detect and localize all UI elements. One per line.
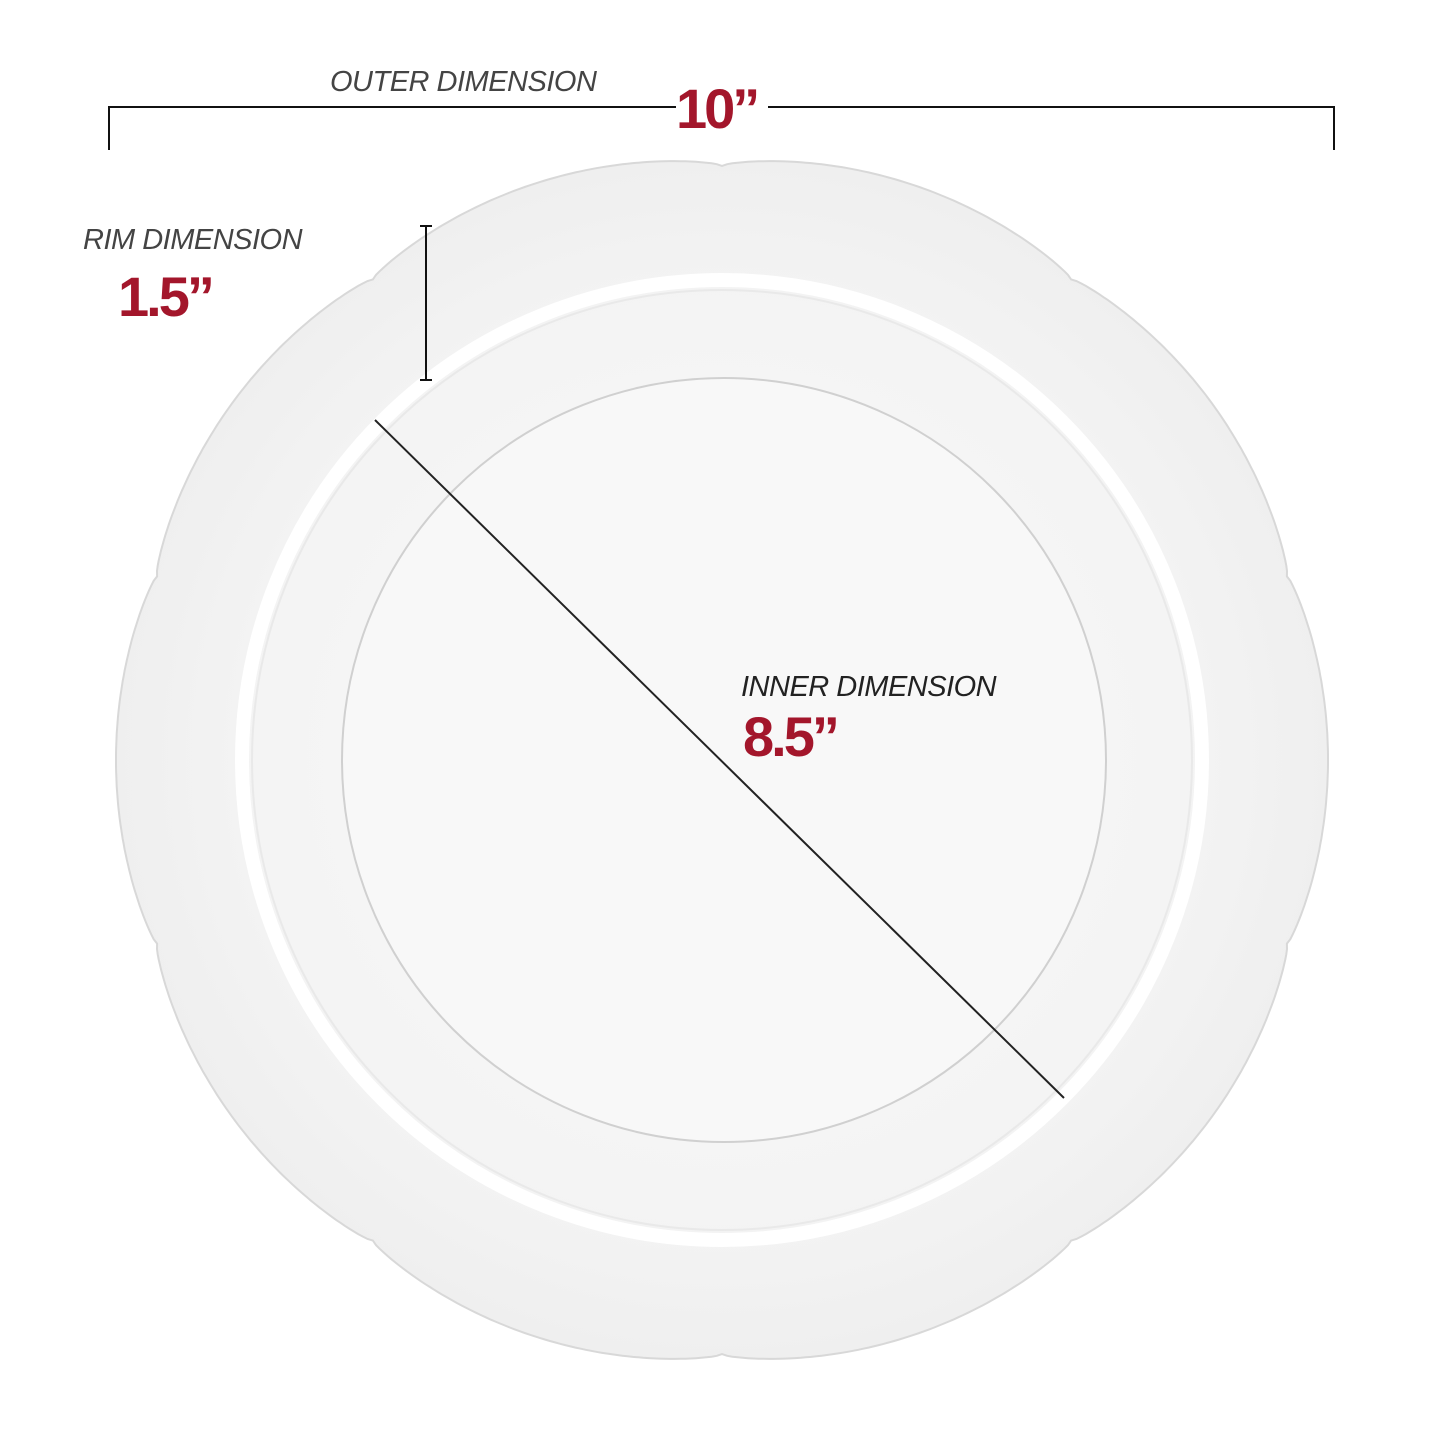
inner-dimension-label: INNER DIMENSION: [741, 671, 997, 703]
plate-rim-ring: [235, 273, 1209, 1247]
outer-dimension-bracket-right: [768, 106, 1335, 150]
rim-dimension-label: RIM DIMENSION: [83, 224, 303, 256]
outer-dimension-bracket-left: [108, 106, 676, 150]
inner-dimension-value: 8.5”: [743, 705, 840, 768]
inner-dimension-line: [374, 419, 1065, 1099]
outer-dimension-label: OUTER DIMENSION: [330, 66, 597, 98]
plate-rim-ring-shadow: [251, 289, 1193, 1231]
outer-dimension-value: 10”: [676, 77, 760, 140]
rim-dimension-value: 1.5”: [118, 265, 215, 328]
